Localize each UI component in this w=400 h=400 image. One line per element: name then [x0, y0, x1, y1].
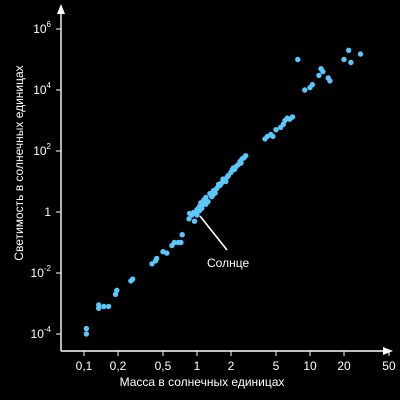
data-point: [346, 47, 352, 53]
data-point: [231, 166, 238, 173]
y-tick-base: 10: [33, 144, 47, 158]
data-point: [327, 78, 333, 84]
x-axis-title: Масса в солнечных единицах: [120, 375, 285, 389]
data-point: [210, 192, 216, 198]
data-point: [221, 177, 228, 183]
data-point: [295, 56, 301, 63]
y-tick-base: 10: [31, 327, 45, 341]
data-point: [309, 81, 316, 88]
data-point: [171, 239, 177, 246]
data-points: [83, 47, 364, 337]
data-point: [320, 68, 326, 75]
data-point: [83, 325, 90, 332]
data-point: [101, 303, 107, 310]
data-point: [186, 216, 192, 222]
data-point: [96, 302, 102, 308]
x-tick-label: 1: [194, 359, 201, 373]
x-tick-label: 0,5: [155, 359, 172, 373]
axes: [57, 4, 393, 355]
y-tick-base: 10: [33, 83, 47, 97]
y-tick-label: 106: [33, 20, 51, 36]
y-tick-exponent: 4: [47, 81, 52, 90]
y-tick-label: 1: [44, 205, 51, 219]
data-point: [149, 261, 155, 267]
x-ticks: 0,1 0,2 0,5 1 2 5 10 20 50: [76, 351, 396, 373]
x-tick-label: 10: [303, 359, 317, 373]
y-tick-base: 10: [33, 22, 47, 36]
data-point: [348, 59, 354, 66]
y-tick-exponent: -2: [44, 264, 52, 273]
x-tick-label: 20: [337, 359, 351, 373]
data-point: [270, 133, 276, 140]
y-tick-base: 1: [44, 205, 51, 219]
y-tick-exponent: -4: [44, 325, 52, 334]
data-point: [341, 56, 347, 63]
data-point: [215, 181, 222, 188]
data-point: [190, 210, 197, 216]
x-axis-arrow: [383, 347, 393, 355]
x-tick-label: 50: [382, 359, 396, 373]
data-point: [83, 331, 90, 337]
y-tick-label: 10-2: [31, 264, 52, 280]
sun-pointer-line: [199, 215, 228, 251]
y-tick-exponent: 6: [47, 20, 52, 29]
data-point: [273, 127, 279, 133]
data-point: [289, 114, 296, 120]
sun-annotation: Солнце: [199, 215, 249, 270]
data-point: [238, 160, 244, 166]
y-tick-exponent: 2: [47, 142, 52, 151]
data-point: [202, 196, 208, 202]
y-tick-base: 10: [31, 266, 45, 280]
x-tick-label: 0,2: [110, 359, 127, 373]
y-axis-title: Светимость в солнечных единицах: [12, 65, 26, 260]
data-point: [357, 51, 364, 57]
data-point: [199, 205, 205, 212]
data-point: [164, 250, 170, 256]
data-point: [316, 72, 322, 79]
data-point: [154, 255, 160, 262]
x-tick-label: 5: [273, 359, 280, 373]
data-point: [179, 232, 185, 238]
sun-label: Солнце: [207, 256, 249, 270]
y-tick-label: 104: [33, 81, 51, 97]
data-point: [243, 153, 249, 159]
data-point: [302, 87, 308, 93]
x-tick-label: 2: [228, 359, 235, 373]
data-point: [130, 276, 136, 282]
y-tick-label: 10-4: [31, 325, 52, 341]
data-point: [114, 287, 120, 293]
data-point: [191, 218, 198, 224]
x-tick-label: 0,1: [76, 359, 93, 373]
data-point: [178, 239, 184, 246]
y-axis-arrow: [57, 4, 65, 14]
data-point: [105, 303, 112, 310]
y-tick-label: 102: [33, 142, 51, 158]
